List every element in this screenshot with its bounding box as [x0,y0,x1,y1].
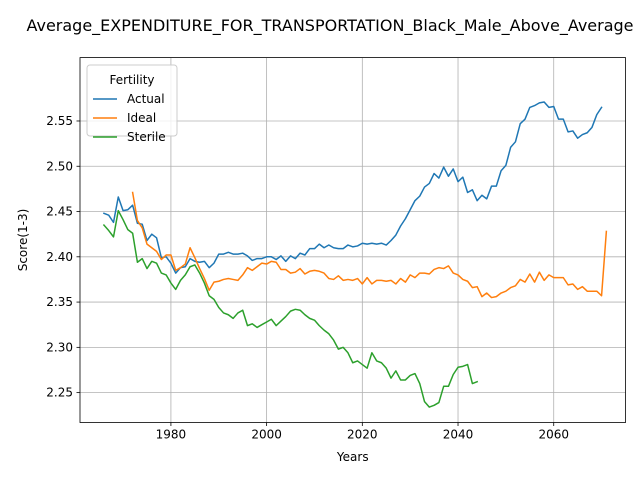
y-tick-label: 2.35 [46,295,73,309]
y-tick-label: 2.30 [46,340,73,354]
y-tick-label: 2.40 [46,250,73,264]
x-tick-label: 2060 [538,428,569,442]
x-tick-label: 1980 [156,428,187,442]
y-axis-label: Score(1-3) [16,209,30,272]
legend-label-sterile: Sterile [127,130,166,144]
series-line-sterile [102,209,479,408]
legend: Fertility Actual Ideal Sterile [86,64,178,144]
x-tick-label: 2040 [443,428,474,442]
chart-title: Average_EXPENDITURE_FOR_TRANSPORTATION_B… [26,16,633,36]
y-tick-label: 2.55 [46,114,73,128]
legend-items: Actual Ideal Sterile [93,92,166,144]
x-axis-ticks: 1980 2000 2020 2040 2060 [156,422,569,442]
legend-label-actual: Actual [127,92,165,106]
x-tick-label: 2020 [347,428,378,442]
y-tick-label: 2.25 [46,386,73,400]
x-axis-label: Years [336,450,369,464]
x-tick-label: 2000 [251,428,282,442]
series-group [102,101,608,408]
series-line-actual [102,101,603,274]
y-axis-ticks: 2.25 2.30 2.35 2.40 2.45 2.50 2.55 [46,114,80,400]
y-tick-label: 2.50 [46,159,73,173]
legend-label-ideal: Ideal [127,111,156,125]
series-line-ideal [131,191,608,299]
legend-title: Fertility [109,73,154,87]
plot-frame [79,57,626,423]
y-tick-label: 2.45 [46,205,73,219]
